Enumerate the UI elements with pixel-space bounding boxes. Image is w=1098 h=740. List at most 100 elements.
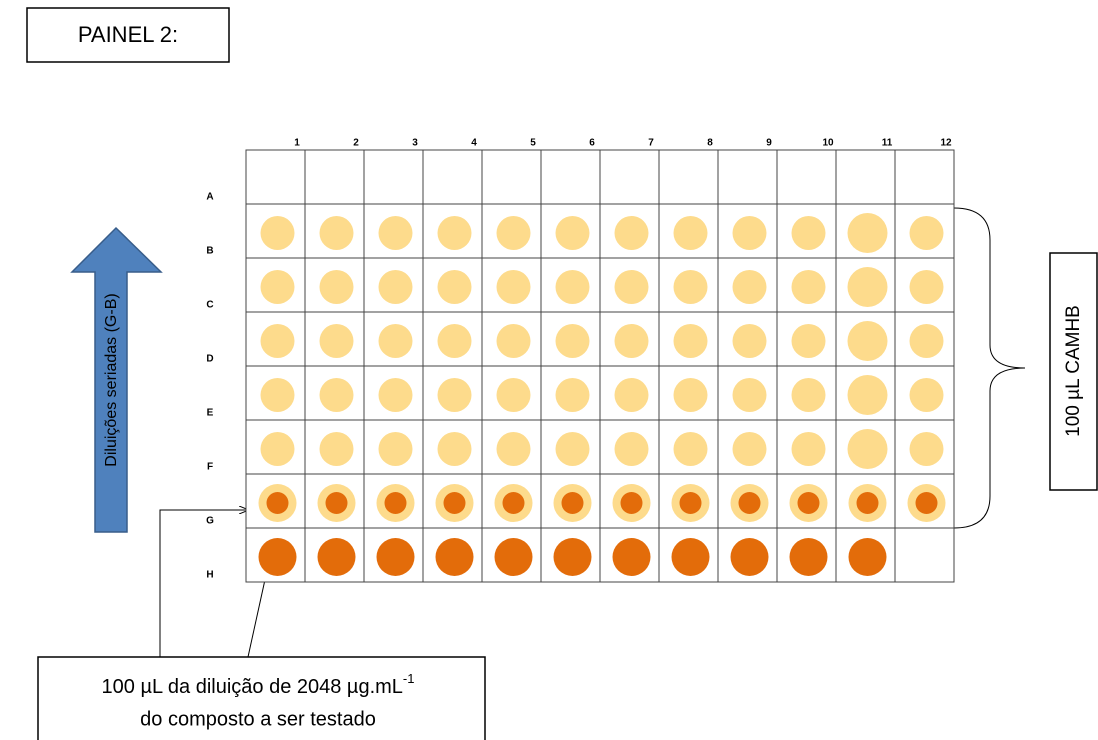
broth-well [556, 378, 590, 412]
broth-well [379, 216, 413, 250]
well [777, 150, 836, 204]
row-label: A [206, 192, 213, 203]
broth-well [438, 432, 472, 466]
broth-well [261, 270, 295, 304]
row-label: F [207, 462, 213, 473]
row-label: G [206, 516, 214, 527]
broth-well [674, 324, 708, 358]
broth-well [674, 216, 708, 250]
compound-dot [857, 492, 879, 514]
compound-dot [267, 492, 289, 514]
broth-well [792, 378, 826, 412]
bracket [954, 208, 1025, 528]
compound-well [554, 538, 592, 576]
compound-dot [385, 492, 407, 514]
broth-well [438, 270, 472, 304]
broth-well [556, 270, 590, 304]
compound-dot [739, 492, 761, 514]
bracket-label: 100 µL CAMHB [1063, 305, 1084, 437]
compound-well [436, 538, 474, 576]
broth-well [910, 378, 944, 412]
compound-well [672, 538, 710, 576]
note-text: 100 µL da diluição de 2048 µg.mL [102, 676, 403, 698]
title: PAINEL 2: [78, 22, 178, 47]
compound-well [731, 538, 769, 576]
column-label: 4 [471, 138, 477, 149]
column-label: 3 [412, 138, 418, 149]
broth-well [674, 378, 708, 412]
note-line: do composto a ser testado [140, 708, 376, 730]
broth-well [438, 324, 472, 358]
broth-well [379, 270, 413, 304]
broth-well [261, 324, 295, 358]
broth-well [674, 432, 708, 466]
broth-well [497, 432, 531, 466]
broth-well [792, 270, 826, 304]
broth-well [792, 324, 826, 358]
well [895, 528, 954, 582]
column-label: 11 [882, 138, 893, 149]
broth-well [848, 321, 888, 361]
compound-well [613, 538, 651, 576]
note-line: 100 µL da diluição de 2048 µg.mL-1 [102, 671, 415, 698]
column-label: 8 [707, 138, 713, 149]
broth-well [848, 375, 888, 415]
well [541, 150, 600, 204]
well [659, 150, 718, 204]
well [246, 150, 305, 204]
broth-well [733, 216, 767, 250]
column-label: 5 [530, 138, 536, 149]
broth-well [379, 324, 413, 358]
column-label: 2 [353, 138, 359, 149]
broth-well [615, 378, 649, 412]
row-label: H [206, 570, 213, 581]
broth-well [674, 270, 708, 304]
broth-well [497, 378, 531, 412]
broth-well [910, 432, 944, 466]
compound-well [259, 538, 297, 576]
broth-well [792, 216, 826, 250]
column-label: 7 [648, 138, 654, 149]
well [482, 150, 541, 204]
broth-well [792, 432, 826, 466]
broth-well [615, 270, 649, 304]
broth-well [320, 324, 354, 358]
compound-dot [798, 492, 820, 514]
broth-well [733, 432, 767, 466]
well [836, 150, 895, 204]
broth-well [261, 378, 295, 412]
broth-well [556, 432, 590, 466]
broth-well [733, 324, 767, 358]
well [423, 150, 482, 204]
compound-well [849, 538, 887, 576]
compound-well [790, 538, 828, 576]
row-label: C [206, 300, 213, 311]
broth-well [379, 432, 413, 466]
broth-well [848, 213, 888, 253]
broth-well [848, 429, 888, 469]
column-label: 1 [294, 138, 300, 149]
broth-well [615, 324, 649, 358]
compound-well [495, 538, 533, 576]
note-superscript: -1 [403, 671, 415, 686]
broth-well [615, 216, 649, 250]
broth-well [497, 216, 531, 250]
broth-well [320, 216, 354, 250]
broth-well [261, 216, 295, 250]
arrow-label: Diluições seriadas (G-B) [103, 293, 120, 466]
well [718, 150, 777, 204]
broth-well [261, 432, 295, 466]
compound-well [377, 538, 415, 576]
broth-well [556, 324, 590, 358]
row-label: D [206, 354, 213, 365]
well [305, 150, 364, 204]
broth-well [733, 378, 767, 412]
compound-dot [503, 492, 525, 514]
broth-well [497, 270, 531, 304]
column-label: 6 [589, 138, 595, 149]
diagram: PAINEL 2: Diluições seriadas (G-B) 100 µ… [0, 0, 1098, 740]
compound-dot [621, 492, 643, 514]
compound-dot [326, 492, 348, 514]
broth-well [320, 378, 354, 412]
